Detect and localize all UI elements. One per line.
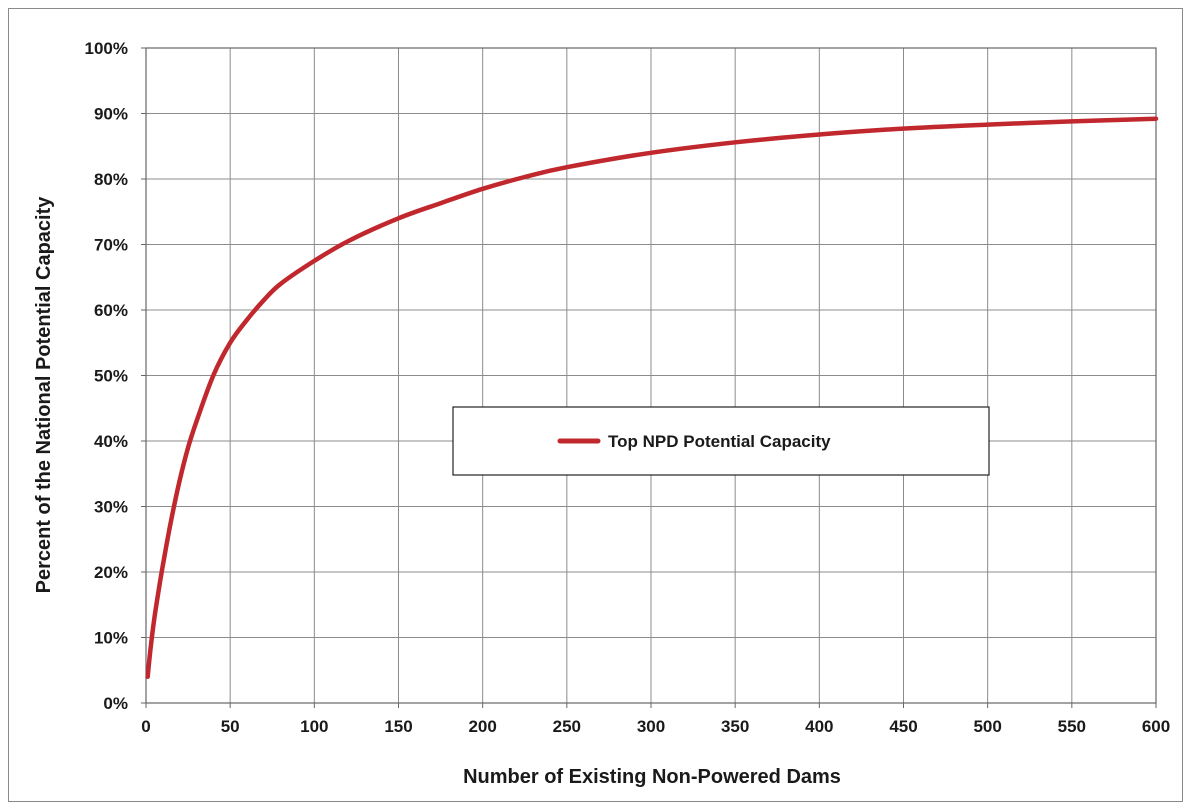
x-tick-label: 500 — [973, 717, 1001, 736]
y-tick-label: 70% — [94, 236, 128, 255]
y-tick-label: 30% — [94, 498, 128, 517]
series-group — [145, 116, 1159, 680]
y-tick-label: 0% — [103, 694, 128, 713]
x-tick-label: 300 — [637, 717, 665, 736]
legend-box — [452, 406, 990, 476]
grid — [146, 48, 1156, 703]
x-tick-label: 350 — [721, 717, 749, 736]
x-tick-label: 250 — [553, 717, 581, 736]
x-tick-label: 200 — [468, 717, 496, 736]
y-tick-label: 100% — [85, 39, 128, 58]
x-tick-label: 400 — [805, 717, 833, 736]
x-tick-label: 450 — [889, 717, 917, 736]
y-tick-label: 60% — [94, 301, 128, 320]
legend-entry: Top NPD Potential Capacity — [608, 432, 831, 451]
y-tick-label: 10% — [94, 629, 128, 648]
y-tick-label: 50% — [94, 367, 128, 386]
x-tick-label: 0 — [141, 717, 150, 736]
legend: Top NPD Potential Capacity — [452, 406, 990, 476]
x-axis-title: Number of Existing Non-Powered Dams — [463, 766, 841, 788]
x-tick-label: 600 — [1142, 717, 1170, 736]
y-axis-title: Percent of the National Potential Capaci… — [33, 196, 55, 594]
x-tick-label: 100 — [300, 717, 328, 736]
x-tick-label: 150 — [384, 717, 412, 736]
x-tick-label: 550 — [1058, 717, 1086, 736]
y-tick-label: 80% — [94, 170, 128, 189]
y-tick-label: 40% — [94, 432, 128, 451]
y-axis: 0% 10% 20% 30% 40% 50% 60% 70% 80% 90% 100% — [85, 39, 146, 713]
y-tick-label: 20% — [94, 563, 128, 582]
x-axis: 0 50 100 150 200 250 300 350 400 450 500 550 600 — [141, 703, 1170, 736]
series-line — [145, 116, 1159, 680]
x-tick-label: 50 — [221, 717, 240, 736]
y-tick-label: 90% — [94, 105, 128, 124]
